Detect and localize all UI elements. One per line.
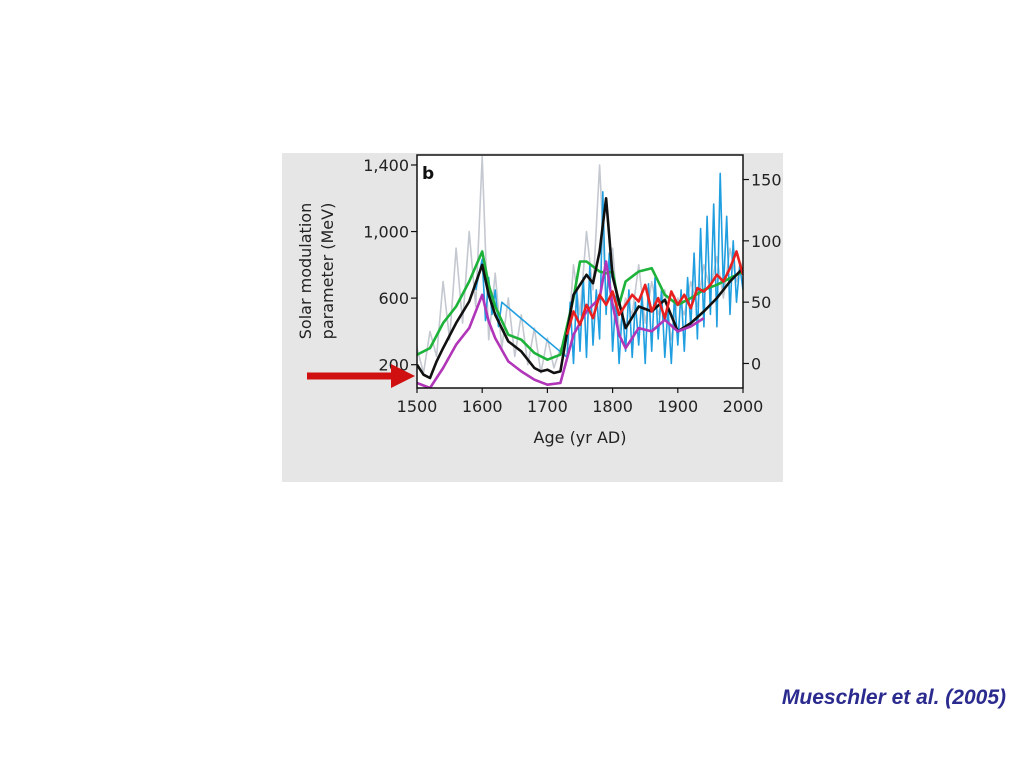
right-tick-label: 150 (751, 171, 782, 190)
x-tick-label: 1900 (657, 397, 698, 416)
x-tick-label: 1500 (397, 397, 438, 416)
figure-panel: 200 600 1,000 1,400 0 50 100 150 1500 1600 1700 1… (282, 153, 783, 482)
y-axis-title-line-2: parameter (MeV) (318, 203, 337, 340)
x-axis-title: Age (yr AD) (534, 428, 627, 447)
panel-label: b (422, 164, 434, 184)
x-tick-label: 2000 (723, 397, 764, 416)
y-axis-title-line-1: Solar modulation (296, 203, 315, 339)
x-tick-label: 1700 (527, 397, 568, 416)
arrow-head (391, 364, 415, 389)
right-tick-label: 50 (751, 293, 771, 312)
left-tick-label: 1,400 (363, 156, 409, 175)
x-tick-label: 1800 (592, 397, 633, 416)
series-line-6 (565, 250, 743, 336)
x-tick-label: 1600 (462, 397, 503, 416)
right-tick-label: 100 (751, 232, 782, 251)
left-tick-label: 1,000 (363, 223, 409, 242)
series-line-5 (417, 260, 705, 388)
right-tick-label: 0 (751, 354, 761, 373)
left-tick-label: 600 (378, 289, 409, 308)
citation: Mueschler et al. (2005) (781, 686, 1006, 709)
plot-frame (416, 154, 744, 389)
series-line-4 (417, 196, 743, 380)
